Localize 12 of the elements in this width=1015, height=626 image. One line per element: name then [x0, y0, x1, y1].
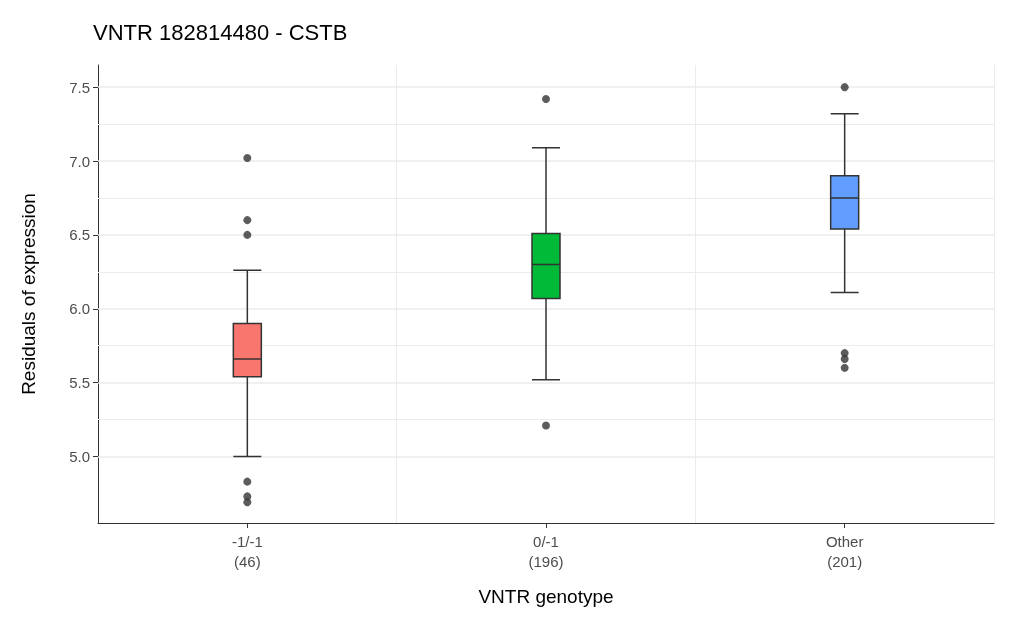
y-tick-label: 7.0 [69, 152, 90, 170]
x-tick-label: Other (201) [825, 532, 864, 570]
y-tick-label: 6.5 [69, 226, 90, 244]
x-tick-label: 0/-1 (196) [528, 532, 564, 570]
y-tick-label: 5.5 [69, 374, 90, 392]
x-axis-title: VNTR genotype [478, 586, 614, 607]
y-tick-label: 7.5 [69, 78, 90, 96]
y-axis-title: Residuals of expression [18, 193, 39, 395]
y-tick-label: 5.0 [69, 448, 90, 466]
y-tick-label: 6.0 [69, 300, 90, 318]
chart-title: VNTR 182814480 - CSTB [93, 19, 348, 45]
x-tick-label: -1/-1 (46) [231, 532, 263, 570]
